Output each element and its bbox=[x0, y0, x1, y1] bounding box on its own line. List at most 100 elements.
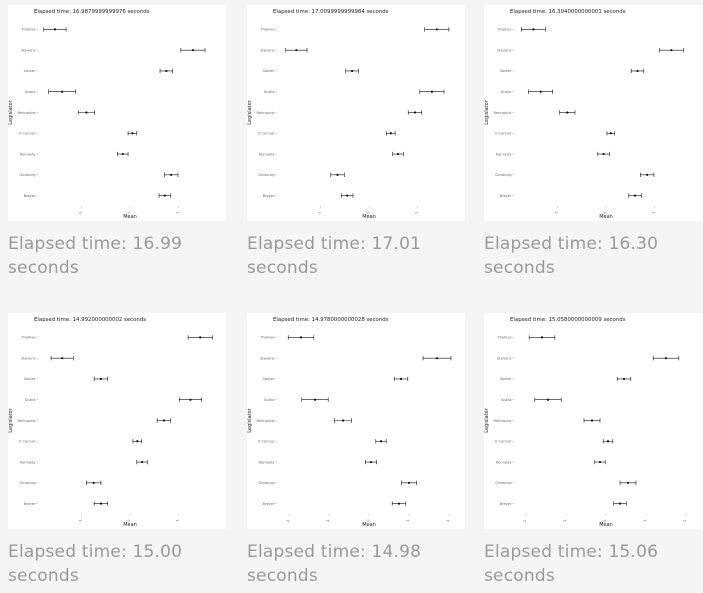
mean-point bbox=[346, 194, 349, 197]
y-tick-label: Scalia bbox=[264, 90, 275, 94]
mean-point bbox=[546, 398, 550, 401]
mean-point bbox=[606, 440, 610, 443]
elapsed-time-caption: Elapsed time: 14.98 seconds bbox=[247, 542, 422, 586]
mean-point bbox=[532, 28, 535, 31]
y-tick-label: O Connor bbox=[258, 132, 275, 136]
mean-point bbox=[92, 481, 95, 484]
mean-point bbox=[435, 28, 438, 31]
mean-point bbox=[664, 357, 668, 360]
x-tick-label: 0 bbox=[603, 519, 607, 522]
mean-point bbox=[590, 419, 594, 422]
y-axis-title: Legislator bbox=[484, 407, 490, 432]
mean-point bbox=[602, 152, 605, 156]
x-tick-label: -1 bbox=[555, 212, 559, 216]
result-cell: Elapsed time: 14.992000000002 seconds -1 0… bbox=[8, 313, 230, 593]
y-tick-label: Breyer bbox=[263, 502, 275, 506]
elapsed-time-caption: Elapsed time: 15.06 seconds bbox=[484, 542, 659, 586]
mean-point bbox=[430, 90, 434, 93]
y-tick-label: Ginsburg bbox=[258, 481, 274, 485]
mean-point bbox=[136, 440, 139, 443]
y-tick-label: O Connor bbox=[495, 440, 512, 444]
y-tick-label: Souter bbox=[263, 69, 275, 73]
y-tick-label: Breyer bbox=[24, 194, 36, 198]
result-cell: Elapsed time: 16.3040000000001 seconds -1… bbox=[484, 5, 703, 285]
mean-point bbox=[99, 377, 103, 381]
y-tick-label: Kennedy bbox=[259, 460, 275, 464]
x-axis-title: Mean bbox=[599, 522, 613, 528]
x-axis-title: Mean bbox=[123, 522, 137, 528]
mean-point bbox=[341, 419, 345, 422]
elapsed-time-caption: Elapsed time: 16.99 seconds bbox=[8, 234, 183, 278]
chart-title: Elapsed time: 16.9879999999976 seconds bbox=[34, 9, 150, 15]
chart-title: Elapsed time: 14.9780000000028 seconds bbox=[273, 317, 389, 323]
plot-panel: Elapsed time: 15.0580000000009 seconds -2… bbox=[484, 313, 702, 529]
y-tick-label: Scalia bbox=[264, 398, 275, 402]
x-tick-label: 1 bbox=[175, 212, 179, 214]
y-tick-label: Stevens bbox=[497, 48, 512, 52]
mean-point bbox=[618, 502, 622, 505]
mean-point bbox=[413, 111, 417, 114]
dot-plot-chart: Elapsed time: 17.0099999999984 seconds -1… bbox=[247, 9, 450, 220]
chart-title: Elapsed time: 15.0580000000009 seconds bbox=[510, 317, 626, 323]
y-tick-label: O Connor bbox=[19, 440, 36, 444]
y-axis-title: Legislator bbox=[8, 99, 14, 124]
mean-point bbox=[165, 69, 168, 73]
elapsed-time-caption: Elapsed time: 17.01 seconds bbox=[247, 234, 422, 278]
plot-panel: Elapsed time: 17.0099999999984 seconds -1… bbox=[247, 5, 465, 221]
mean-point bbox=[131, 132, 134, 135]
mean-point bbox=[397, 502, 401, 505]
x-tick-label: 0 bbox=[127, 211, 131, 214]
x-axis-title: Mean bbox=[362, 214, 376, 220]
y-tick-label: Thomas bbox=[259, 336, 274, 340]
mean-point bbox=[379, 440, 383, 443]
y-tick-label: Kennedy bbox=[20, 152, 36, 156]
elapsed-time-caption: Elapsed time: 15.00 seconds bbox=[8, 542, 183, 586]
mean-point bbox=[566, 111, 569, 114]
plot-panel: Elapsed time: 14.9780000000028 seconds -2… bbox=[247, 313, 465, 529]
y-tick-label: Breyer bbox=[263, 194, 275, 198]
y-axis-title: Legislator bbox=[8, 407, 14, 432]
x-tick-label: 0 bbox=[127, 519, 131, 522]
result-cell: Elapsed time: 17.0099999999984 seconds -1… bbox=[247, 5, 469, 285]
x-tick-label: 0 bbox=[366, 519, 370, 522]
mean-point bbox=[633, 194, 637, 197]
x-tick-label: -1 bbox=[318, 212, 322, 216]
x-tick-label: -2 bbox=[286, 520, 290, 524]
y-tick-label: Ginsburg bbox=[495, 481, 511, 485]
x-tick-label: -1 bbox=[79, 212, 83, 216]
dot-plot-chart: Elapsed time: 14.9780000000028 seconds -2… bbox=[247, 317, 452, 528]
plot-panel: Elapsed time: 16.3040000000001 seconds -1… bbox=[484, 5, 702, 221]
y-tick-label: Souter bbox=[263, 377, 275, 381]
y-tick-label: Scalia bbox=[25, 398, 36, 402]
y-tick-label: Scalia bbox=[501, 90, 512, 94]
x-tick-label: -1 bbox=[79, 520, 83, 524]
y-tick-label: Ginsburg bbox=[19, 481, 35, 485]
y-tick-label: Ginsburg bbox=[495, 173, 511, 177]
x-tick-label: -1 bbox=[326, 520, 330, 524]
y-tick-label: Rehnquist bbox=[257, 111, 276, 115]
mean-point bbox=[670, 49, 673, 52]
chart-title: Elapsed time: 14.992000000002 seconds bbox=[34, 317, 146, 323]
dot-plot-chart: Elapsed time: 16.9879999999976 seconds -1… bbox=[8, 9, 206, 220]
chart-title: Elapsed time: 16.3040000000001 seconds bbox=[510, 9, 626, 15]
y-tick-label: Ginsburg bbox=[19, 173, 35, 177]
x-tick-label: 0 bbox=[603, 211, 607, 214]
elapsed-time-caption: Elapsed time: 16.30 seconds bbox=[484, 234, 659, 278]
mean-point bbox=[170, 173, 173, 176]
dot-plot-chart: Elapsed time: 14.992000000002 seconds -1 0… bbox=[8, 317, 213, 528]
mean-point bbox=[646, 173, 649, 176]
mean-point bbox=[191, 49, 195, 52]
y-tick-label: Thomas bbox=[20, 28, 35, 32]
y-tick-label: Stevens bbox=[260, 48, 275, 52]
y-tick-label: Rehnquist bbox=[257, 419, 276, 423]
mean-point bbox=[53, 28, 57, 31]
x-tick-label: 1 bbox=[175, 520, 179, 522]
plot-panel: Elapsed time: 16.9879999999976 seconds -1… bbox=[8, 5, 226, 221]
x-axis-title: Mean bbox=[599, 214, 613, 220]
y-tick-label: Souter bbox=[500, 69, 512, 73]
mean-point bbox=[598, 460, 602, 464]
mean-point bbox=[141, 460, 144, 464]
x-tick-label: 1 bbox=[643, 520, 647, 522]
y-tick-label: Kennedy bbox=[496, 460, 512, 464]
